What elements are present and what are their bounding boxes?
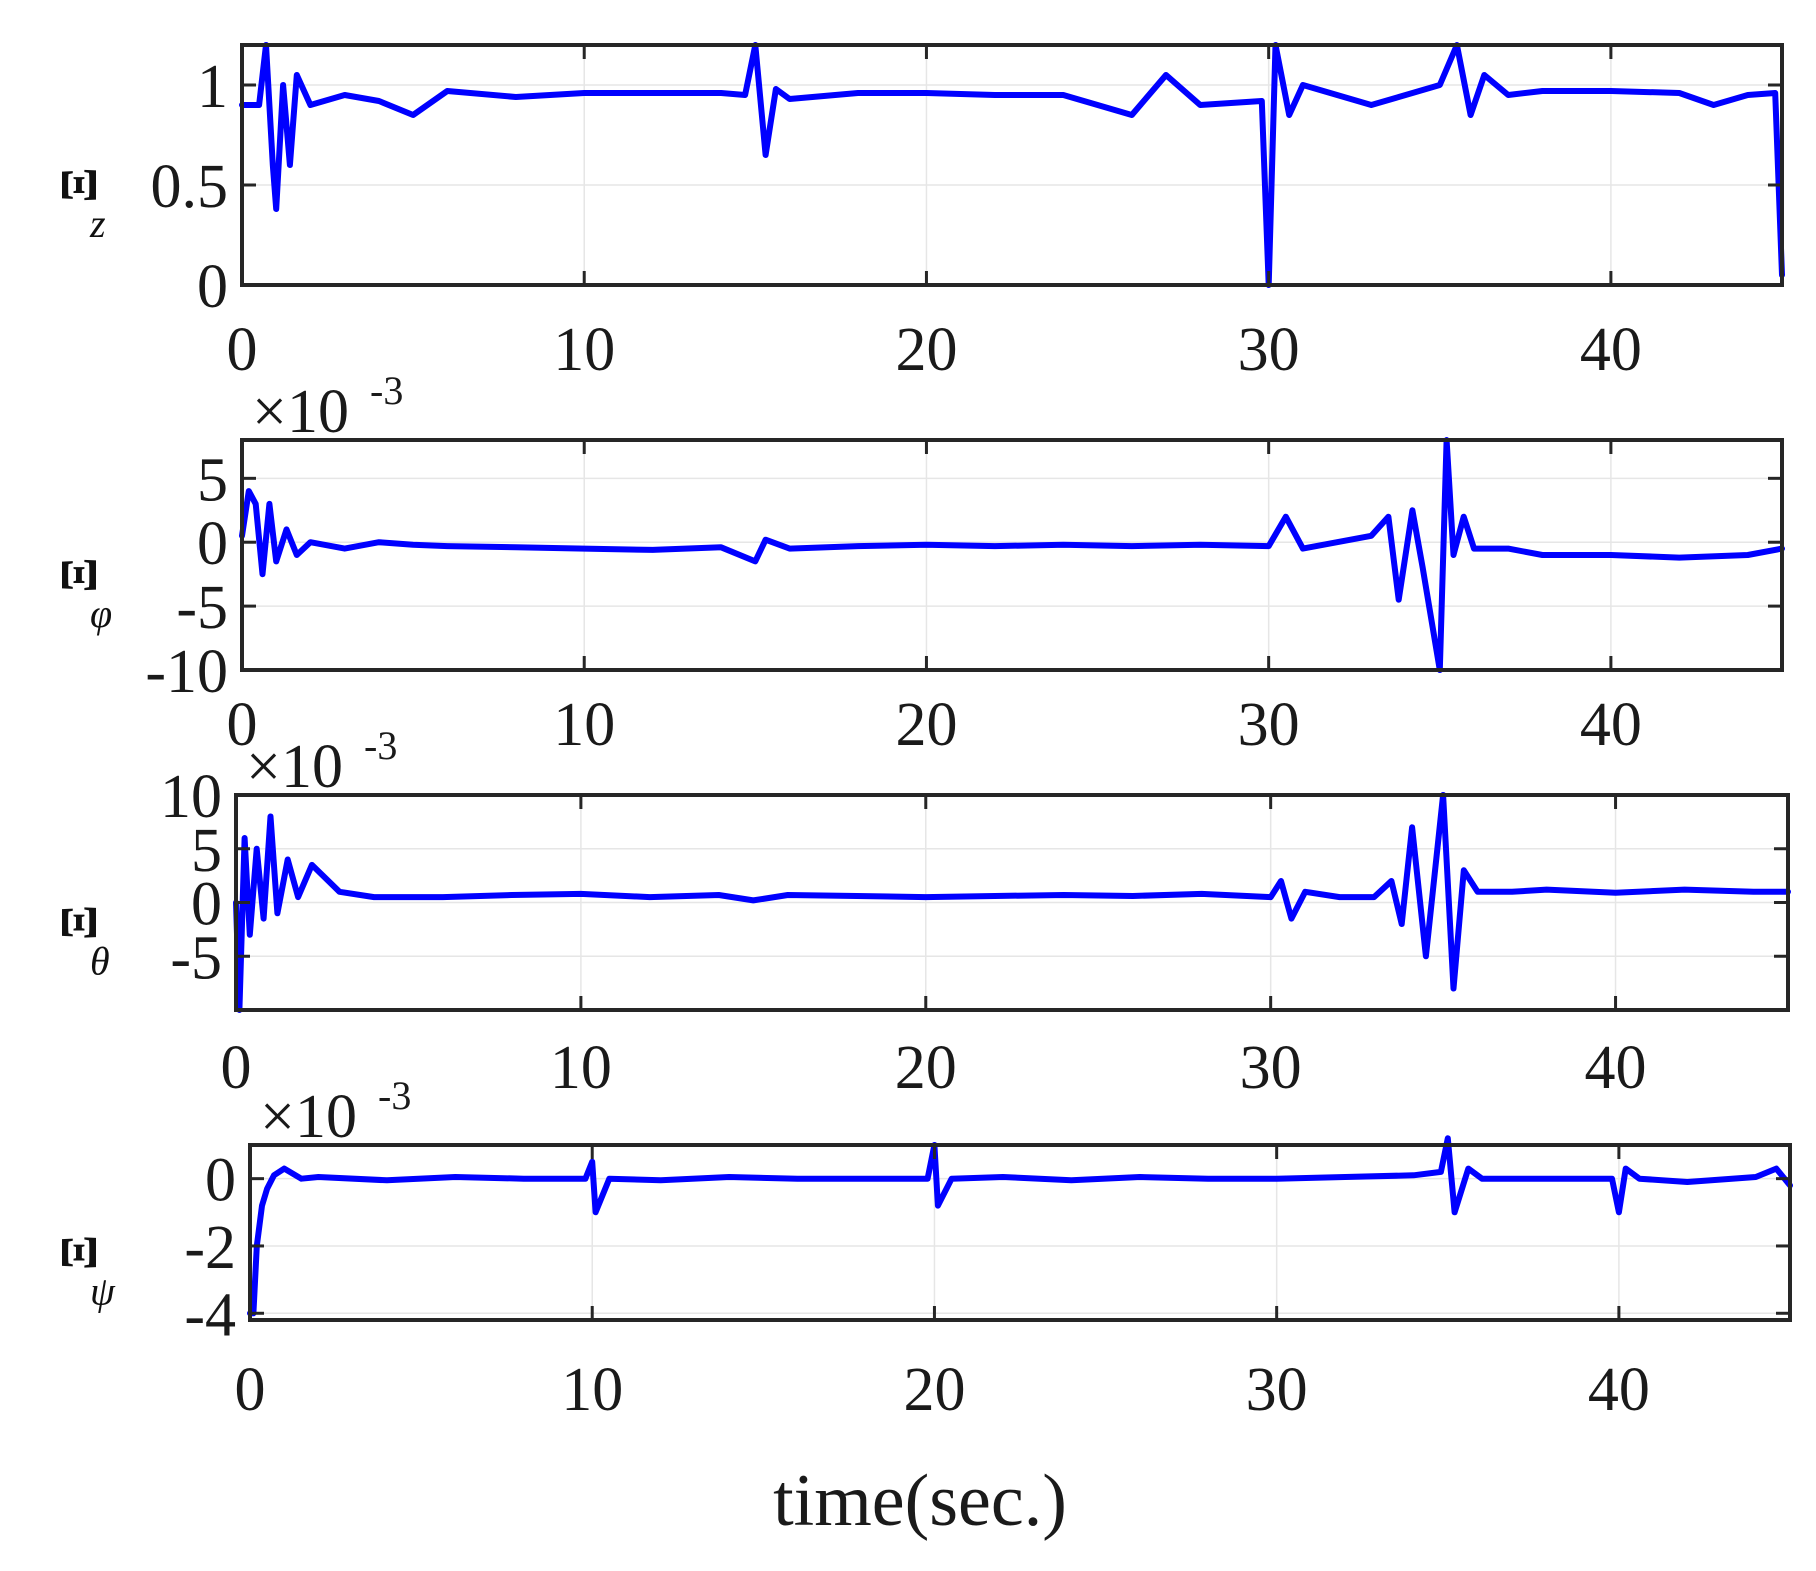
y-tick-label: 0.5 xyxy=(151,153,229,221)
y-axis-label: Ξ xyxy=(51,905,108,940)
series-line-4 xyxy=(247,1135,1793,1317)
series-line-2 xyxy=(239,437,1785,673)
x-tick-label: 0 xyxy=(227,316,258,384)
y-tick-label: 0 xyxy=(197,253,228,321)
series-line-1 xyxy=(239,42,1785,288)
x-tick-label: 20 xyxy=(903,1356,965,1424)
y-axis-label-subscript: ψ xyxy=(90,1269,116,1314)
axis-exponent-power: -3 xyxy=(378,1073,411,1118)
axis-exponent-power: -3 xyxy=(370,368,403,413)
axis-exponent-label: ×10 xyxy=(252,378,349,446)
x-tick-label: 40 xyxy=(1580,691,1642,759)
y-tick-label: 1 xyxy=(197,53,228,121)
x-axis-label: time(sec.) xyxy=(773,1460,1067,1542)
series-line-3 xyxy=(233,792,1791,1013)
axes-frame xyxy=(240,438,1784,672)
y-tick-label: 0 xyxy=(191,871,222,939)
x-tick-label: 40 xyxy=(1588,1356,1650,1424)
y-axis-label-subscript: θ xyxy=(90,939,110,984)
x-tick-label: 30 xyxy=(1238,691,1300,759)
x-tick-label: 10 xyxy=(550,1034,612,1102)
x-tick-label: 20 xyxy=(895,1034,957,1102)
x-tick-label: 40 xyxy=(1585,1034,1647,1102)
subplot-1: 0 10 20 30 40 0 0.5 1 Ξz xyxy=(51,42,1785,384)
axis-exponent-label: ×10 xyxy=(260,1083,357,1151)
axis-exponent-power: -3 xyxy=(364,723,397,768)
y-axis-label: Ξ xyxy=(51,167,108,202)
x-tick-label: 0 xyxy=(235,1356,266,1424)
y-axis-label: Ξ xyxy=(51,557,108,592)
x-tick-label: 0 xyxy=(221,1034,252,1102)
y-axis-label-subscript: φ xyxy=(90,591,112,636)
y-tick-label: -4 xyxy=(184,1281,236,1349)
y-tick-label: -5 xyxy=(176,574,228,642)
x-tick-label: 10 xyxy=(561,1356,623,1424)
y-tick-label: -10 xyxy=(145,638,228,706)
y-tick-label: 5 xyxy=(191,817,222,885)
axes-frame xyxy=(240,43,1784,287)
y-axis-label: Ξ xyxy=(51,1235,108,1270)
y-tick-label: 0 xyxy=(197,510,228,578)
subplot-2: 0 10 20 30 40-10-505×10 -3Ξφ xyxy=(51,368,1785,759)
x-tick-label: 30 xyxy=(1238,316,1300,384)
y-tick-label: 10 xyxy=(160,763,222,831)
y-tick-label: -2 xyxy=(184,1214,236,1282)
x-tick-label: 20 xyxy=(895,316,957,384)
axes-frame xyxy=(248,1143,1792,1322)
x-tick-label: 10 xyxy=(553,691,615,759)
y-axis-label-subscript: z xyxy=(89,201,106,246)
x-tick-label: 30 xyxy=(1240,1034,1302,1102)
y-tick-label: -5 xyxy=(170,924,222,992)
y-tick-label: 0 xyxy=(205,1147,236,1215)
x-tick-label: 0 xyxy=(227,691,258,759)
x-tick-label: 10 xyxy=(553,316,615,384)
x-tick-label: 40 xyxy=(1580,316,1642,384)
x-tick-label: 30 xyxy=(1246,1356,1308,1424)
axis-exponent-label: ×10 xyxy=(246,733,343,801)
y-tick-label: 5 xyxy=(197,446,228,514)
x-tick-label: 20 xyxy=(895,691,957,759)
